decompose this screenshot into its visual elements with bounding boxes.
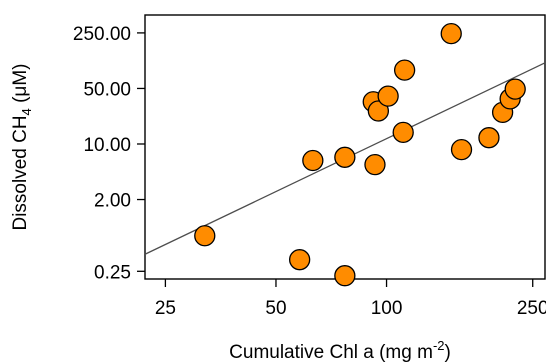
data-point bbox=[334, 265, 356, 287]
y-tick-label: 2.00 bbox=[94, 191, 131, 212]
data-point bbox=[194, 225, 216, 247]
x-tick-label: 25 bbox=[155, 298, 176, 319]
data-point bbox=[393, 59, 416, 81]
data-point bbox=[288, 249, 311, 271]
data-point bbox=[334, 146, 356, 168]
y-tick-label: 250.00 bbox=[73, 24, 131, 45]
data-point bbox=[364, 153, 386, 176]
y-tick-label: 10.00 bbox=[83, 135, 131, 156]
points-layer bbox=[194, 22, 526, 287]
x-axis-title: Cumulative Chl a (mg m-2) bbox=[229, 338, 451, 362]
x-axis: 25 50 100 250 bbox=[155, 279, 546, 319]
data-point bbox=[440, 22, 462, 45]
data-point bbox=[367, 100, 390, 122]
data-point bbox=[377, 85, 399, 107]
data-point bbox=[450, 138, 473, 161]
y-tick-label: 50.00 bbox=[83, 79, 131, 100]
y-axis: 0.25 2.00 10.00 50.00 250.00 bbox=[73, 24, 145, 283]
x-tick-label: 50 bbox=[265, 298, 286, 319]
data-point bbox=[392, 121, 414, 144]
x-tick-label: 250 bbox=[517, 298, 546, 319]
y-tick-label: 0.25 bbox=[94, 262, 131, 283]
data-point bbox=[504, 78, 526, 100]
x-tick-label: 100 bbox=[371, 298, 403, 319]
data-point bbox=[302, 149, 324, 172]
y-axis-title: Dissolved CH4 (μM) bbox=[10, 63, 34, 230]
data-point bbox=[478, 127, 500, 149]
